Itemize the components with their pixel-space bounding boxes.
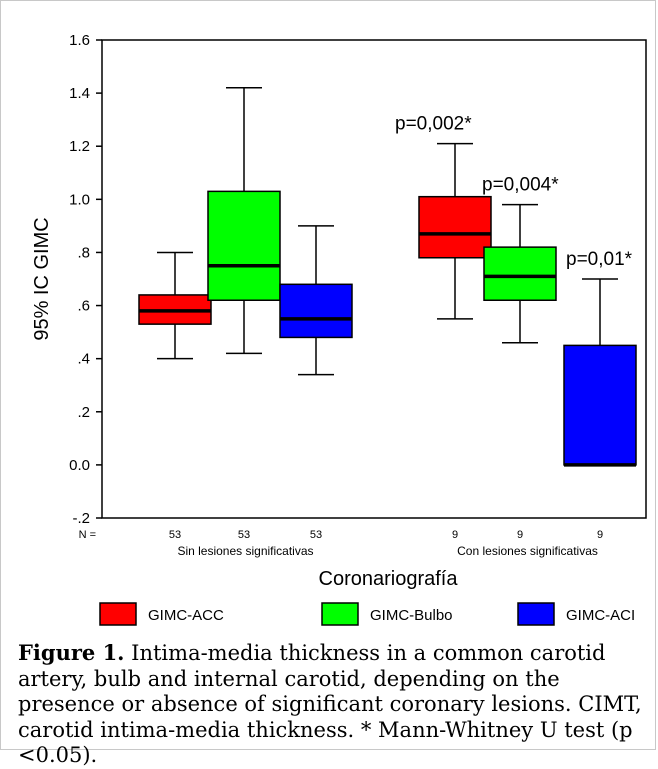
plot-frame xyxy=(101,39,647,519)
y-tick-label: -.2 xyxy=(72,510,90,527)
legend: GIMC-ACC GIMC-Bulbo GIMC-ACI xyxy=(99,602,635,626)
n-count: 9 xyxy=(597,529,603,541)
n-count: 53 xyxy=(310,529,322,541)
legend-label: GIMC-ACI xyxy=(566,607,635,624)
figure-label: Figure 1. xyxy=(18,640,125,665)
p-value-annotation: p=0,01* xyxy=(566,249,633,270)
y-tick-label: .6 xyxy=(77,298,90,315)
box-gimc-bulbo xyxy=(483,246,557,301)
box-gimc-bulbo xyxy=(207,190,281,301)
y-tick-label: 1.4 xyxy=(69,85,90,102)
legend-swatch-gimc-aci xyxy=(517,602,555,626)
y-tick-label: 0.0 xyxy=(69,457,90,474)
y-tick-label: 1.2 xyxy=(69,138,90,155)
figure-caption: Figure 1. Intima-media thickness in a co… xyxy=(18,640,648,769)
box-plot-chart: 1.6 1.4 1.2 1.0 .8 .6 .4 .2 0.0 -.2 95% IC GIMC N … xyxy=(31,32,647,626)
y-tick-label: .8 xyxy=(77,244,90,261)
legend-label: GIMC-ACC xyxy=(148,607,224,624)
legend-swatch-gimc-bulbo xyxy=(321,602,359,626)
n-count: 53 xyxy=(238,529,250,541)
n-label: N = xyxy=(79,529,96,541)
y-tick-label: .4 xyxy=(77,351,90,368)
box-gimc-aci xyxy=(563,344,637,466)
y-tick-label: 1.0 xyxy=(69,191,90,208)
box-gimc-aci xyxy=(279,283,353,339)
figure-frame xyxy=(0,0,656,750)
y-tick-label: 1.6 xyxy=(69,32,90,49)
legend-label: GIMC-Bulbo xyxy=(370,607,453,624)
box-layer xyxy=(138,87,637,467)
p-value-annotation: p=0,002* xyxy=(395,114,472,135)
x-axis-title: Coronariografía xyxy=(319,568,459,590)
box-gimc-acc xyxy=(418,195,492,259)
p-value-annotation: p=0,004* xyxy=(482,175,559,196)
label-layer: N = 53 53 53 Sin lesiones significativas 9 p=0… xyxy=(79,114,633,590)
axis-layer: 1.6 1.4 1.2 1.0 .8 .6 .4 .2 0.0 -.2 95% IC GIMC xyxy=(31,32,647,527)
y-axis-title: 95% IC GIMC xyxy=(31,217,53,340)
n-count: 53 xyxy=(169,529,181,541)
group-label: Con lesiones significativas xyxy=(457,544,598,558)
n-count: 9 xyxy=(452,529,458,541)
n-count: 9 xyxy=(517,529,523,541)
y-tick-label: .2 xyxy=(77,404,90,421)
group-label: Sin lesiones significativas xyxy=(177,544,313,558)
legend-swatch-gimc-acc xyxy=(99,602,137,626)
